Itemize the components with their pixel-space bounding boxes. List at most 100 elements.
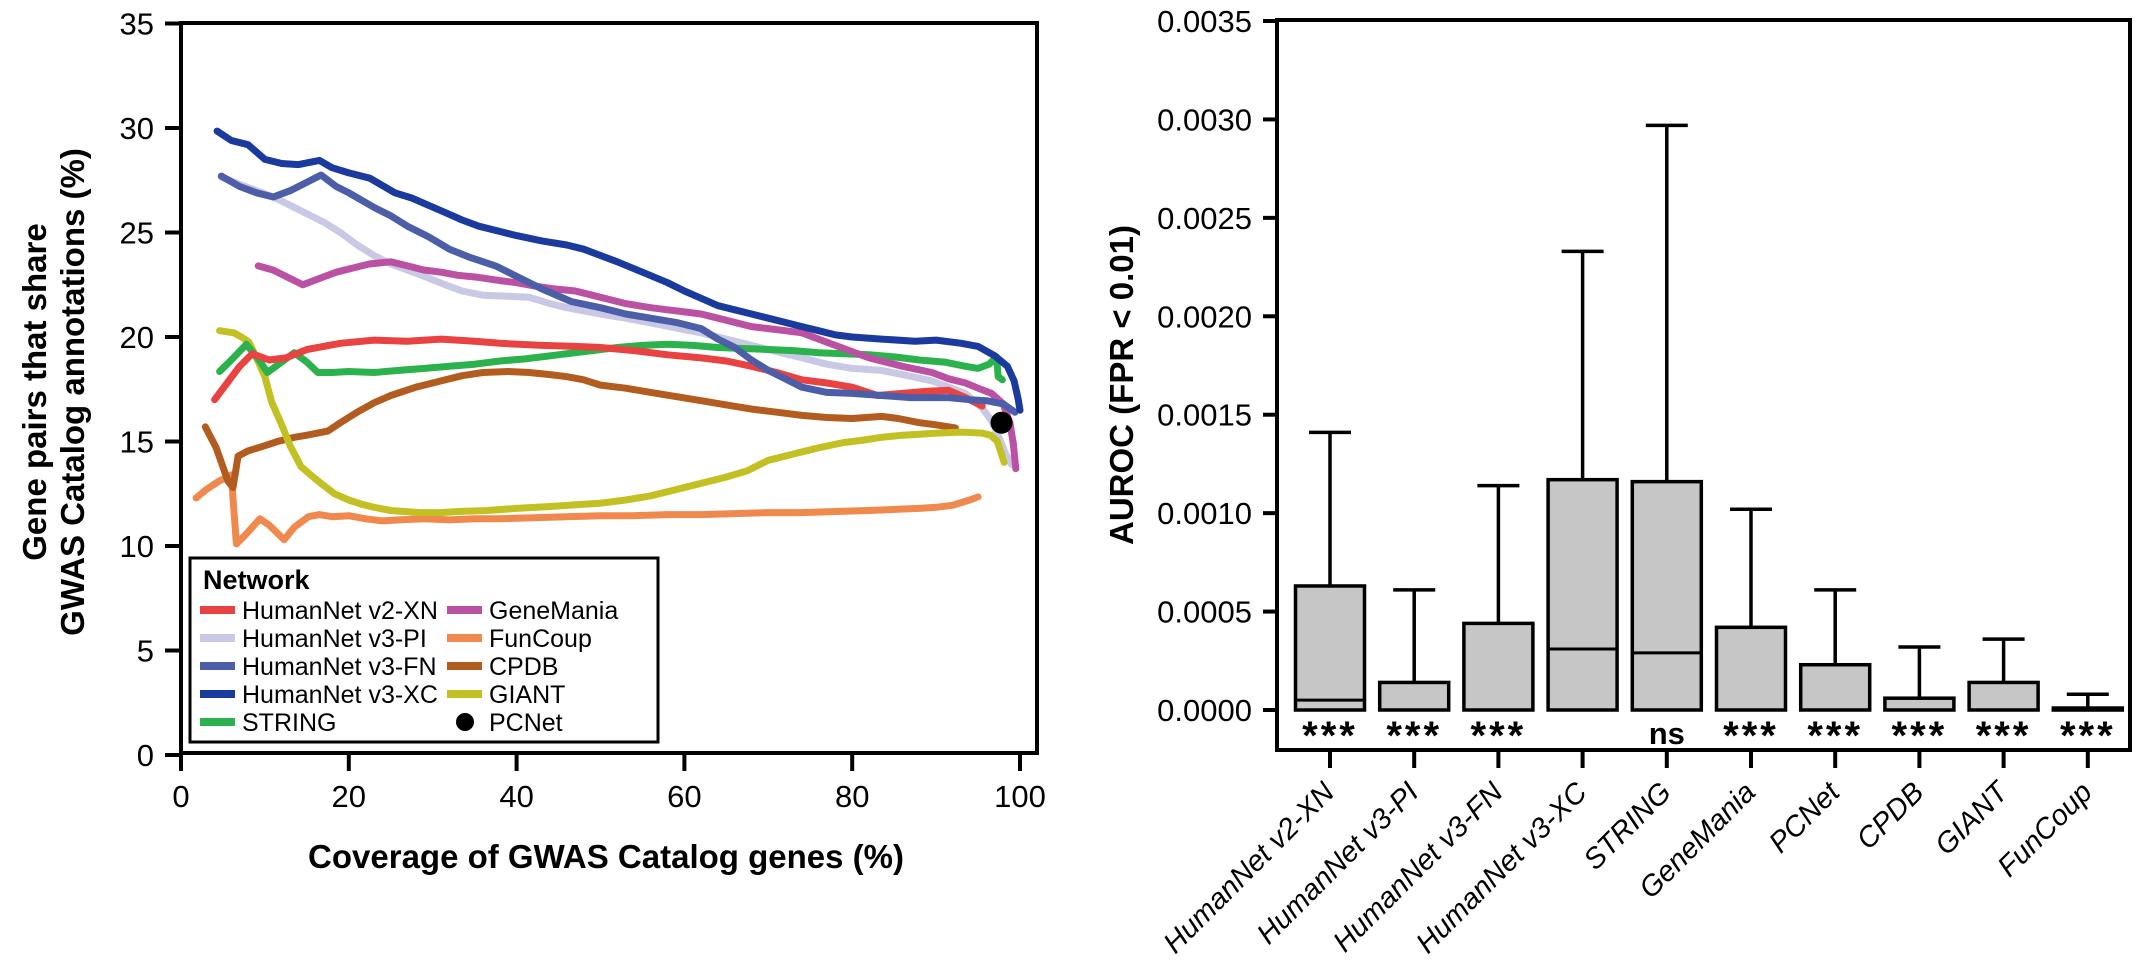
legend-label-humannet-v2-xn: HumanNet v2-XN xyxy=(242,597,438,625)
line-chart-frame xyxy=(179,21,1039,755)
legend-item-humannet-v2-xn: HumanNet v2-XN xyxy=(200,597,438,625)
legend-swatch-giant xyxy=(447,690,482,698)
line-chart-panel: 0 5 10 15 20 25 30 35 0 20 40 60 80 100 Coverage of G… xyxy=(16,7,1046,876)
box-plot-frame xyxy=(1275,18,2132,752)
legend-item-humannet-v3-fn: HumanNet v3-FN xyxy=(200,653,437,681)
y-tick-label: 0.0015 xyxy=(1157,398,1252,433)
y-tick-label: 0.0020 xyxy=(1157,299,1252,334)
y-tick-label: 0.0030 xyxy=(1157,102,1252,137)
legend-label-funcoup: FunCoup xyxy=(489,625,592,653)
x-tick-label: 20 xyxy=(332,779,366,814)
y-tick-label: 5 xyxy=(137,634,154,669)
legend-label-string: STRING xyxy=(242,709,336,737)
legend-dot-pcnet xyxy=(456,713,474,731)
legend-swatch-humannet-v3-pi xyxy=(200,634,235,642)
legend-swatch-genemania xyxy=(447,606,482,614)
y-tick-label: 25 xyxy=(120,216,154,251)
y-tick-label: 20 xyxy=(120,320,154,355)
x-tick-label: 60 xyxy=(667,779,701,814)
line-humannet-v3-pi xyxy=(217,173,1016,468)
box-plot-boxes: *** *** *** ns *** *** *** *** *** xyxy=(1293,123,2125,758)
legend-swatch-humannet-v2-xn xyxy=(200,606,235,614)
box-string: ns xyxy=(1630,123,1704,751)
y-axis-title-line1: Gene pairs that share xyxy=(16,223,53,560)
x-tick-label: 80 xyxy=(835,779,869,814)
legend-item-giant: GIANT xyxy=(447,681,565,709)
line-funcoup xyxy=(192,471,982,548)
box-plot-y-axis-title: AUROC (FPR < 0.01) xyxy=(1103,225,1140,545)
box-rect xyxy=(1714,625,1788,712)
legend-swatch-string xyxy=(200,718,235,726)
box-rect xyxy=(1377,680,1451,712)
x-axis-title: Coverage of GWAS Catalog genes (%) xyxy=(308,838,904,875)
box-humannet-v2-xn: *** xyxy=(1293,430,1367,758)
point-pcnet xyxy=(990,411,1013,434)
box-rect xyxy=(1293,584,1367,712)
box-rect xyxy=(1798,662,1872,712)
legend-item-humannet-v3-xc: HumanNet v3-XC xyxy=(200,681,438,709)
legend-box xyxy=(188,556,660,744)
legend-label-pcnet: PCNet xyxy=(489,709,563,737)
box-rect xyxy=(1967,680,2040,712)
box-rect xyxy=(2051,706,2125,712)
x-tick-label: 100 xyxy=(994,779,1046,814)
y-tick-label: 0.0005 xyxy=(1157,595,1252,630)
legend-label-humannet-v3-fn: HumanNet v3-FN xyxy=(242,653,437,681)
box-plot-axes: 0.0000 0.0005 0.0010 0.0015 0.0020 0.0025 0.00… xyxy=(1157,4,2099,960)
legend-item-cpdb: CPDB xyxy=(447,653,558,681)
y-tick-label: 35 xyxy=(120,7,154,42)
legend-swatch-humannet-v3-xc xyxy=(200,690,235,698)
y-tick-label: 0.0025 xyxy=(1157,201,1252,236)
legend-label-humannet-v3-xc: HumanNet v3-XC xyxy=(242,681,438,709)
y-tick-label: 30 xyxy=(120,111,154,146)
line-humannet-v3-fn xyxy=(217,171,1019,416)
legend-label-humannet-v3-pi: HumanNet v3-PI xyxy=(242,625,427,653)
line-cpdb xyxy=(201,368,959,491)
line-genemania xyxy=(254,258,1020,473)
category-label-cpdb: CPDB xyxy=(1851,776,1931,856)
x-tick-label: 0 xyxy=(172,779,189,814)
legend-item-string: STRING xyxy=(200,709,336,737)
box-humannet-v3-pi: *** xyxy=(1377,588,1451,758)
box-pcnet: *** xyxy=(1798,588,1872,758)
y-axis-title-line2: GWAS Catalog annotations (%) xyxy=(54,148,91,636)
line-chart-axes: 0 5 10 15 20 25 30 35 0 20 40 60 80 100 xyxy=(120,7,1046,815)
box-rect xyxy=(1630,479,1704,712)
box-genemania: *** xyxy=(1714,507,1788,758)
line-giant xyxy=(216,327,1008,517)
line-chart-series xyxy=(192,127,1024,548)
legend-label-genemania: GeneMania xyxy=(489,597,618,625)
y-tick-label: 0.0010 xyxy=(1157,496,1252,531)
category-label-pcnet: PCNet xyxy=(1763,775,1847,859)
box-plot-panel: *** *** *** ns *** *** *** *** *** 0.00000.00050… xyxy=(1103,4,2132,960)
legend-label-giant: GIANT xyxy=(489,681,565,709)
box-humannet-v3-fn: *** xyxy=(1462,483,1535,758)
box-humannet-v3-xc xyxy=(1546,249,1619,712)
y-tick-label: 0.0035 xyxy=(1157,4,1252,39)
legend-swatch-humannet-v3-fn xyxy=(200,662,235,670)
box-rect xyxy=(1883,696,1956,712)
legend-item-humannet-v3-pi: HumanNet v3-PI xyxy=(200,625,427,653)
box-cpdb: *** xyxy=(1883,645,1956,758)
legend-swatch-cpdb xyxy=(447,662,482,670)
legend-label-cpdb: CPDB xyxy=(489,653,558,681)
legend-item-funcoup: FunCoup xyxy=(447,625,592,653)
y-tick-label: 0.0000 xyxy=(1157,693,1252,728)
legend-item-pcnet: PCNet xyxy=(456,709,563,737)
line-humannet-v3-xc xyxy=(213,127,1024,414)
significance-label: ns xyxy=(1649,716,1685,751)
x-tick-label: 40 xyxy=(499,779,533,814)
y-tick-label: 15 xyxy=(120,425,154,460)
y-tick-label: 10 xyxy=(120,529,154,564)
legend-item-genemania: GeneMania xyxy=(447,597,618,625)
box-giant: *** xyxy=(1967,637,2040,758)
box-rect xyxy=(1462,621,1535,712)
y-tick-label: 0 xyxy=(137,738,154,773)
legend-swatch-funcoup xyxy=(447,634,482,642)
box-rect xyxy=(1546,477,1619,712)
legend-title: Network xyxy=(203,565,311,595)
